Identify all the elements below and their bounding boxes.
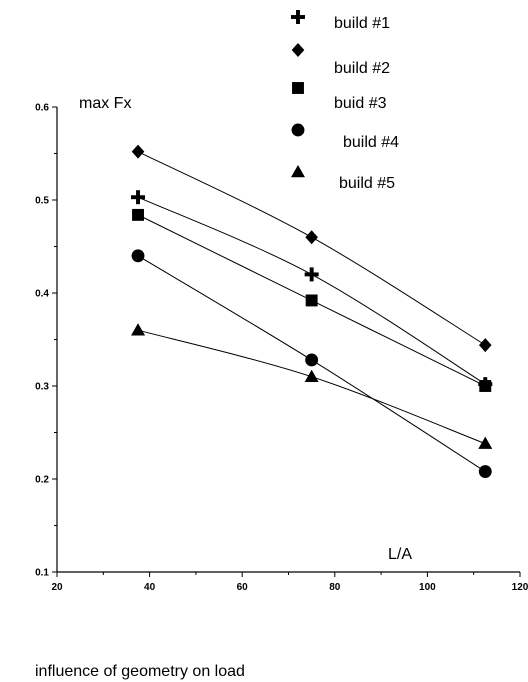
data-point-diamond	[478, 338, 492, 353]
x-tick-label: 20	[51, 582, 63, 593]
legend-marker-circle	[291, 123, 305, 137]
series-lines	[137, 151, 486, 472]
x-tick-label: 60	[237, 582, 249, 593]
y-tick-label: 0.1	[35, 568, 49, 579]
x-tick-label: 120	[512, 582, 528, 593]
x-tick-label: 80	[329, 582, 341, 593]
legend-marker-plus	[291, 10, 305, 24]
data-point-triangle	[304, 369, 319, 382]
series-markers	[131, 144, 493, 478]
data-point-square	[479, 380, 492, 392]
series-line-2	[137, 151, 486, 346]
legend-marker-triangle	[291, 165, 305, 178]
y-tick-label: 0.5	[35, 196, 49, 207]
legend-label: build #5	[339, 175, 395, 192]
data-point-circle	[478, 465, 492, 478]
data-point-diamond	[305, 230, 318, 245]
legend-label: build #4	[343, 134, 399, 151]
data-point-triangle	[478, 436, 493, 449]
legend: build #1 build #2 buid #3 build #4 build #5	[291, 10, 399, 192]
y-tick-label: 0.2	[35, 475, 49, 486]
y-tick-label: 0.6	[35, 103, 49, 114]
data-point-square	[305, 294, 318, 307]
legend-label: buid #3	[334, 95, 387, 112]
legend-marker-diamond	[291, 43, 305, 57]
x-tick-label: 40	[144, 582, 156, 593]
y-tick-label: 0.4	[35, 289, 49, 300]
x-axis-label: L/A	[388, 546, 412, 563]
y-axis-label: max Fx	[79, 95, 131, 112]
data-point-plus	[304, 267, 319, 282]
data-point-circle	[305, 353, 319, 367]
legend-label: build #1	[334, 15, 390, 32]
axes: 0.1 0.2 0.3 0.4 0.5 0.6 20 40 60 80 100 120	[35, 103, 528, 594]
chart: 0.1 0.2 0.3 0.4 0.5 0.6 20 40 60 80 100 120 build #…	[35, 10, 528, 594]
data-point-square	[132, 208, 144, 221]
legend-label: build #2	[334, 60, 390, 77]
legend-marker-square	[292, 82, 304, 94]
data-point-triangle	[131, 323, 146, 336]
series-line-5	[137, 329, 486, 445]
data-point-plus	[131, 190, 146, 205]
data-point-circle	[131, 249, 145, 263]
x-tick-label: 100	[419, 582, 436, 593]
y-tick-label: 0.3	[35, 382, 49, 393]
data-point-diamond	[131, 144, 145, 159]
figure-caption: influence of geometry on load	[35, 663, 245, 680]
